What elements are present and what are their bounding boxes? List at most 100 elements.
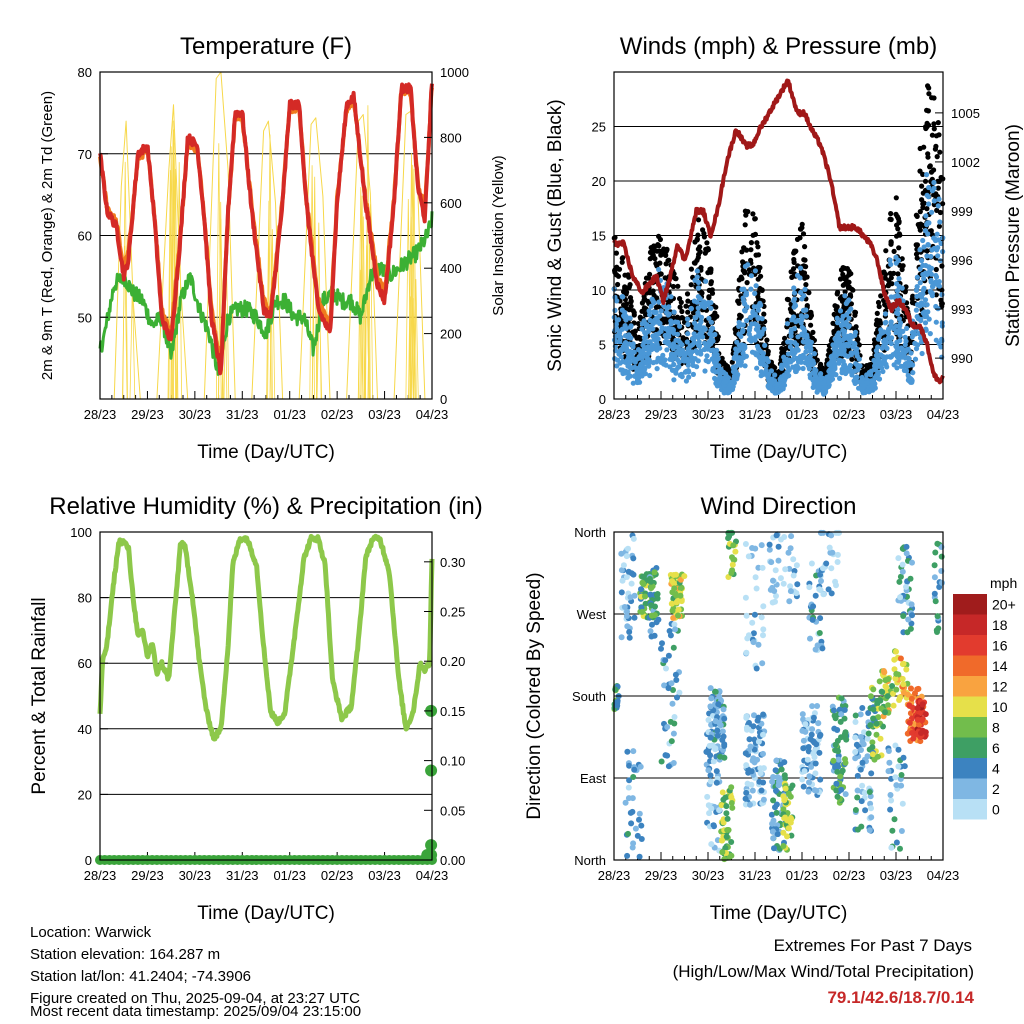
x-tick-label: 31/23 — [739, 868, 772, 883]
gust-point — [935, 120, 941, 126]
direction-point — [724, 827, 731, 833]
direction-point — [717, 722, 724, 729]
gust-point — [896, 245, 902, 251]
wind-point — [927, 331, 933, 337]
wind-point — [808, 339, 815, 345]
y-axis-label: Sonic Wind & Gust (Blue, Black) — [545, 99, 566, 371]
y2-tick-label: 600 — [440, 196, 462, 211]
gust-point — [921, 200, 927, 206]
gust-point — [895, 271, 901, 277]
direction-point — [668, 600, 675, 607]
direction-point — [895, 746, 902, 753]
wind-point — [920, 271, 926, 278]
wind-point — [647, 325, 653, 331]
wind-point — [769, 380, 775, 386]
gust-point — [939, 263, 945, 269]
gust-point — [891, 270, 897, 276]
direction-point — [728, 570, 735, 576]
wind-point — [928, 253, 934, 260]
solar-insolation-spike — [357, 269, 364, 400]
direction-point — [869, 751, 876, 758]
direction-point — [671, 585, 678, 592]
direction-point — [807, 736, 814, 743]
y2-tick-label: 400 — [440, 261, 462, 276]
direction-point — [814, 703, 821, 709]
wind-point — [837, 375, 843, 381]
direction-point — [681, 573, 688, 580]
y2-tick-label: 1002 — [951, 155, 980, 170]
wind-point — [939, 338, 945, 344]
x-tick-label: 03/23 — [368, 407, 401, 422]
direction-point — [708, 695, 715, 702]
wind-point — [879, 361, 885, 367]
direction-point — [743, 789, 750, 796]
precip-point — [425, 849, 438, 861]
direction-point — [652, 603, 658, 610]
direction-point — [868, 814, 875, 821]
direction-point — [870, 686, 877, 693]
direction-point — [675, 612, 681, 619]
legend-label: 0 — [992, 801, 1000, 817]
gust-point — [701, 234, 708, 240]
wind-point — [928, 277, 934, 283]
wind-point — [937, 219, 943, 225]
wind-point — [912, 331, 918, 337]
wind-point — [812, 378, 818, 384]
wind-point — [697, 296, 703, 302]
gust-point — [647, 256, 653, 262]
wind-point — [753, 334, 759, 340]
wind-point — [895, 257, 902, 263]
wind-point — [658, 308, 664, 314]
direction-point — [887, 792, 894, 798]
wind-point — [926, 201, 932, 207]
direction-point — [629, 808, 636, 815]
direction-point — [743, 762, 750, 769]
direction-point — [918, 730, 924, 736]
direction-point — [908, 695, 915, 702]
direction-point — [859, 782, 866, 789]
direction-point — [626, 634, 633, 641]
wind-point — [789, 350, 795, 356]
direction-point — [729, 529, 736, 536]
gust-point — [931, 95, 937, 101]
direction-point — [806, 584, 813, 591]
wind-point — [674, 344, 680, 350]
direction-point — [669, 700, 676, 707]
direction-point — [813, 787, 820, 794]
wind-point — [690, 336, 697, 343]
direction-point — [747, 743, 754, 750]
wind-point — [802, 307, 808, 313]
gust-point — [849, 356, 855, 362]
wind-point — [653, 309, 659, 315]
direction-point — [760, 731, 766, 738]
x-tick-label: 02/23 — [321, 868, 354, 883]
gust-point — [839, 298, 846, 304]
extremes-title: Extremes For Past 7 Days — [773, 936, 972, 955]
direction-point — [760, 750, 766, 757]
gust-point — [616, 266, 623, 272]
gust-point — [830, 320, 836, 326]
gust-point — [656, 243, 662, 249]
wind-point — [936, 279, 942, 285]
direction-point — [672, 626, 679, 633]
wind-point — [685, 362, 691, 368]
direction-point — [890, 702, 897, 709]
wind-point — [791, 304, 797, 310]
humidity-precip-panel: Relative Humidity (%) & Precipitation (i… — [29, 493, 483, 924]
wind-point — [918, 335, 924, 341]
direction-point — [729, 554, 735, 561]
direction-point — [713, 768, 720, 775]
chart-title: Temperature (F) — [180, 33, 352, 60]
wind-point — [875, 336, 882, 342]
wind-point — [688, 306, 694, 312]
gust-point — [761, 311, 767, 317]
direction-point — [730, 542, 737, 549]
y-tick-label: 15 — [592, 229, 606, 244]
direction-point — [905, 691, 911, 698]
direction-point — [750, 630, 757, 637]
direction-point — [719, 849, 726, 856]
wind-point — [754, 365, 760, 371]
wind-point — [647, 372, 653, 379]
direction-point — [812, 760, 819, 767]
wind-point — [849, 334, 855, 340]
